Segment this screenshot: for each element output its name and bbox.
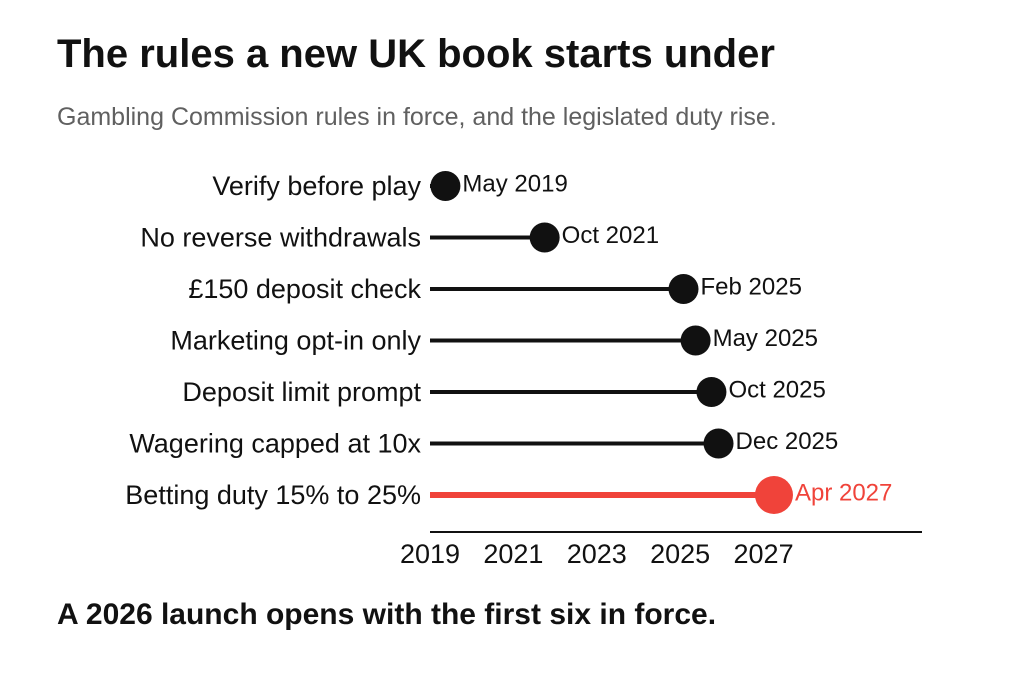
date-label: Dec 2025 <box>736 428 839 455</box>
chart-subtitle: Gambling Commission rules in force, and … <box>57 103 777 131</box>
chart-row: Verify before play May 2019 <box>212 171 568 201</box>
date-label: Oct 2021 <box>562 222 659 249</box>
row-label: £150 deposit check <box>188 274 421 304</box>
chart-row: £150 deposit check Feb 2025 <box>188 274 802 304</box>
x-tick-label: 2027 <box>734 539 794 569</box>
lollipop-dot <box>696 377 727 407</box>
lollipop-dot <box>703 428 734 459</box>
chart-row: Marketing opt-in only May 2025 <box>170 325 818 356</box>
lollipop-dot <box>754 476 793 514</box>
row-label: No reverse withdrawals <box>140 223 421 253</box>
date-label: Feb 2025 <box>701 274 802 301</box>
date-label: Oct 2025 <box>728 377 825 404</box>
lollipop-dot <box>430 171 461 201</box>
row-label: Verify before play <box>212 171 421 201</box>
chart-footer-note: A 2026 launch opens with the first six i… <box>57 598 717 631</box>
x-axis-ticks: 2019 2021 2023 2025 2027 <box>400 539 794 569</box>
date-label: May 2025 <box>713 325 818 352</box>
lollipop-dot <box>680 325 711 356</box>
row-label: Marketing opt-in only <box>170 326 421 356</box>
chart-title: The rules a new UK book starts under <box>57 32 775 76</box>
chart-row: No reverse withdrawals Oct 2021 <box>140 222 659 253</box>
lollipop-dot <box>529 222 560 253</box>
lollipop-dot <box>668 274 699 304</box>
date-label: May 2019 <box>462 171 567 198</box>
chart-row: Deposit limit prompt Oct 2025 <box>182 377 826 407</box>
lollipop-chart: Verify before play May 2019 No reverse wit… <box>125 171 922 569</box>
chart-row: Betting duty 15% to 25% Apr 2027 <box>125 476 892 514</box>
x-tick-label: 2021 <box>483 539 543 569</box>
row-label: Betting duty 15% to 25% <box>125 480 421 510</box>
chart-rows: Verify before play May 2019 No reverse wit… <box>125 171 892 514</box>
x-tick-label: 2025 <box>650 539 710 569</box>
date-label: Apr 2027 <box>795 480 892 507</box>
chart-row: Wagering capped at 10x Dec 2025 <box>129 428 838 459</box>
x-tick-label: 2019 <box>400 539 460 569</box>
row-label: Wagering capped at 10x <box>129 429 421 459</box>
x-tick-label: 2023 <box>567 539 627 569</box>
row-label: Deposit limit prompt <box>182 377 421 407</box>
